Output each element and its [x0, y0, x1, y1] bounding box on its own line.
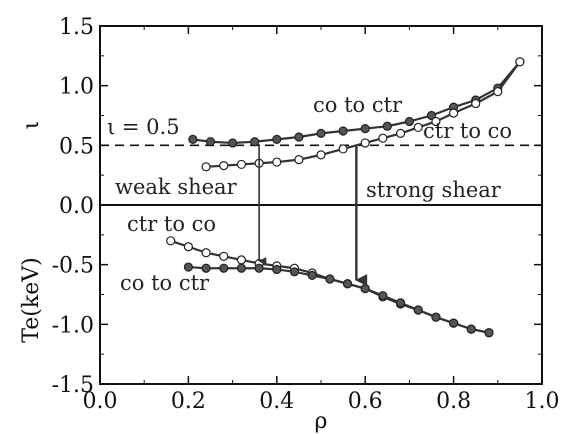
x-tick-label-5: 1.0 — [525, 389, 560, 414]
series-te-2 — [166, 236, 494, 338]
series-label-te-co-to-ctr: co to ctr — [120, 271, 210, 295]
data-point-1-4 — [272, 157, 282, 167]
y-tick-label-6: 1.5 — [59, 15, 94, 40]
series-iota-0 — [188, 57, 525, 148]
data-point-0-0 — [188, 134, 198, 144]
data-point-1-0 — [201, 162, 211, 172]
y-tick-label-5: 1.0 — [59, 75, 94, 100]
y-tick-label-3: 0.0 — [59, 194, 94, 219]
data-point-1-16 — [515, 57, 525, 67]
y-axis-title-upper: ι — [19, 121, 44, 130]
x-tick-label-1: 0.2 — [171, 389, 206, 414]
data-point-0-8 — [360, 124, 370, 134]
data-point-3-7 — [307, 270, 317, 281]
x-tick-label-0: 0.0 — [83, 389, 118, 414]
data-point-3-11 — [378, 291, 388, 301]
data-point-0-7 — [338, 126, 348, 136]
data-point-3-1 — [201, 263, 211, 273]
data-point-2-2 — [201, 248, 211, 258]
data-point-3-16 — [466, 324, 476, 334]
data-point-3-17 — [484, 328, 494, 338]
data-point-3-0 — [183, 262, 193, 272]
y-tick-label-1: -1.0 — [52, 313, 94, 338]
data-point-1-9 — [378, 133, 388, 143]
data-point-3-4 — [254, 263, 264, 273]
data-point-1-13 — [449, 108, 459, 118]
annotation-strong-shear: strong shear — [366, 178, 502, 202]
x-tick-label-4: 0.8 — [436, 389, 471, 414]
data-point-1-12 — [431, 116, 441, 127]
y-tick-label-0: -1.5 — [52, 373, 94, 398]
data-point-0-10 — [404, 116, 414, 127]
arrow-layer — [258, 144, 368, 287]
data-point-0-1 — [205, 137, 216, 147]
series-iota-1 — [201, 57, 525, 172]
data-point-3-8 — [325, 274, 335, 284]
series-layer — [166, 57, 525, 338]
data-point-2-1 — [183, 242, 193, 252]
data-point-3-2 — [219, 263, 229, 273]
series-label-te-ctr-to-co: ctr to co — [127, 212, 216, 236]
data-point-1-2 — [236, 159, 247, 170]
data-point-3-15 — [449, 318, 459, 328]
data-point-0-2 — [228, 138, 238, 148]
data-point-2-0 — [166, 236, 176, 246]
data-point-0-3 — [250, 137, 260, 147]
data-point-1-7 — [338, 144, 348, 154]
data-point-0-6 — [316, 128, 326, 138]
data-point-3-13 — [413, 305, 423, 315]
data-point-1-1 — [219, 161, 229, 171]
annotation-weak-shear: weak shear — [115, 175, 238, 199]
data-point-0-9 — [382, 121, 392, 131]
data-point-3-9 — [342, 279, 353, 289]
data-point-1-8 — [360, 138, 370, 148]
data-point-0-5 — [294, 132, 304, 142]
x-axis-ticks: 0.0 0.2 0.4 0.6 0.8 1.0 — [83, 26, 560, 414]
x-tick-label-2: 0.4 — [259, 389, 294, 414]
data-point-1-5 — [294, 155, 304, 165]
data-point-3-12 — [395, 298, 406, 308]
data-point-3-5 — [272, 264, 282, 275]
data-point-1-15 — [493, 87, 503, 97]
reference-line-label: ι = 0.5 — [107, 115, 180, 139]
series-label-iota-co-to-ctr: co to ctr — [313, 93, 403, 117]
data-point-1-10 — [395, 128, 406, 138]
series-te-3 — [183, 262, 494, 338]
y-tick-label-2: -0.5 — [52, 254, 94, 279]
data-point-1-11 — [413, 122, 423, 133]
series-line-0 — [192, 61, 521, 145]
series-label-iota-ctr-to-co: ctr to co — [423, 119, 512, 143]
x-axis-title: ρ — [315, 409, 328, 434]
y-axis-ticks: -1.5 -1.0 -0.5 0.0 0.5 1.0 1.5 — [52, 15, 542, 398]
data-point-0-4 — [272, 134, 282, 144]
y-axis-title-lower: Te(keV) — [19, 257, 44, 342]
data-point-1-14 — [471, 98, 481, 109]
series-line-3 — [188, 265, 490, 334]
data-point-3-14 — [431, 312, 441, 322]
data-point-3-6 — [289, 267, 300, 277]
y-tick-label-4: 0.5 — [59, 134, 94, 159]
data-point-3-10 — [360, 283, 370, 294]
data-point-2-3 — [219, 251, 229, 261]
data-point-0-11 — [426, 110, 437, 121]
data-point-2-4 — [236, 255, 247, 265]
data-point-1-6 — [316, 150, 326, 160]
x-tick-label-3: 0.6 — [348, 389, 383, 414]
data-point-3-3 — [236, 263, 247, 273]
